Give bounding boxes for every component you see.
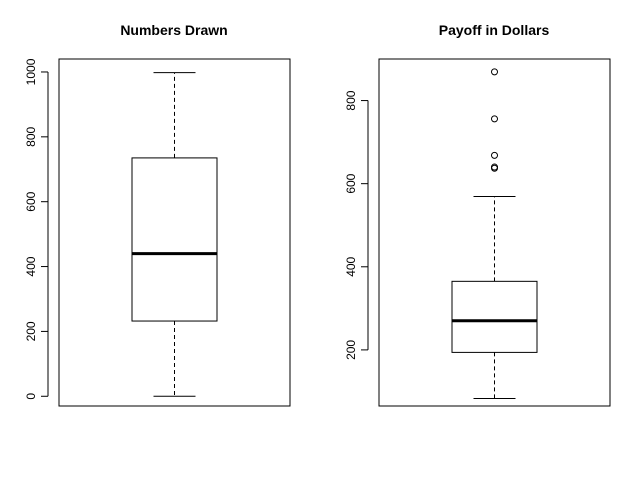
y-tick-label: 600 [24,191,38,211]
iqr-box [451,280,538,353]
y-tick-label: 800 [24,126,38,146]
plot-frame [58,58,291,407]
y-tick-label: 200 [24,321,38,341]
y-tick-label: 800 [344,90,358,110]
outlier-point [491,163,498,171]
outlier-point [491,68,498,76]
chart-title-numbers-drawn: Numbers Drawn [120,22,227,38]
y-tick-label: 0 [24,393,38,400]
y-tick-label: 200 [344,340,358,360]
y-tick-label: 600 [344,173,358,193]
y-tick-label: 400 [24,256,38,276]
y-tick-label: 400 [344,256,358,276]
panel-payoff-in-dollars: Payoff in Dollars 200 400 600 800 [344,22,611,407]
outlier-point [491,151,498,159]
outlier-point [491,115,498,123]
iqr-box [131,157,218,322]
panel-numbers-drawn: Numbers Drawn 0 200 400 600 800 1000 [24,22,291,407]
y-tick-label: 1000 [24,58,38,85]
chart-title-payoff-in-dollars: Payoff in Dollars [439,22,550,38]
plot-frame [378,58,611,407]
